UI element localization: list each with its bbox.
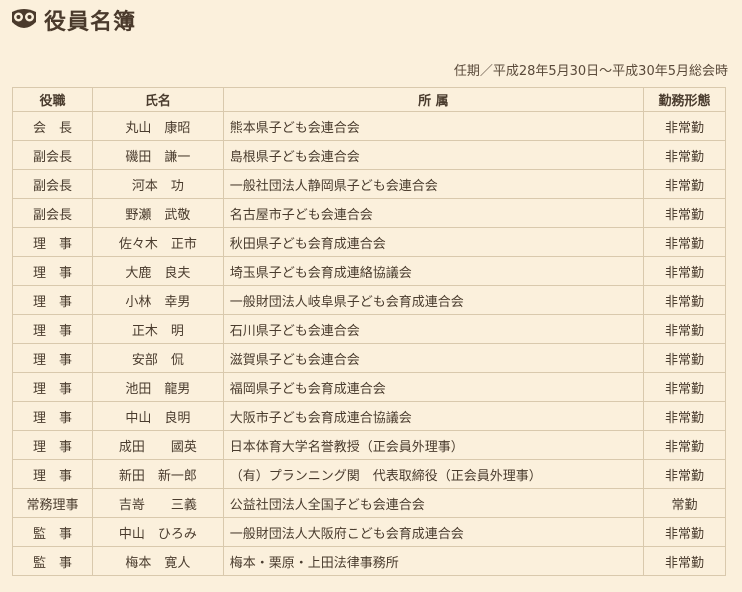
work-type-cell: 非常勤 bbox=[643, 401, 726, 431]
name-cell: 中山 良明 bbox=[91, 401, 224, 431]
table-row: 監 事中山 ひろみ 一般財団法人大阪府こども会育成連合会 非常勤 bbox=[12, 517, 726, 547]
name-cell: 小林 幸男 bbox=[91, 285, 224, 315]
affiliation-cell: 名古屋市子ども会連合会 bbox=[222, 198, 645, 228]
table-row: 理 事成田 國英 日本体育大学名誉教授（正会員外理事） 非常勤 bbox=[12, 430, 726, 460]
role-cell: 副会長 bbox=[12, 198, 93, 228]
affiliation-cell: 一般財団法人大阪府こども会育成連合会 bbox=[222, 517, 645, 547]
role-cell: 理 事 bbox=[12, 459, 93, 489]
affiliation-cell: 秋田県子ども会育成連合会 bbox=[222, 227, 645, 257]
table-row: 理 事小林 幸男 一般財団法人岐阜県子ども会育成連合会 非常勤 bbox=[12, 285, 726, 315]
role-cell: 理 事 bbox=[12, 343, 93, 373]
name-cell: 正木 明 bbox=[91, 314, 224, 344]
officers-table: 役職 氏名 所 属 勤務形態 会 長丸山 康昭 熊本県子ども会連合会 非常勤 副会長磯… bbox=[12, 87, 726, 576]
work-type-cell: 非常勤 bbox=[643, 459, 726, 489]
role-cell: 会 長 bbox=[12, 111, 93, 141]
header-name: 氏名 bbox=[91, 87, 224, 112]
table-row: 常務理事 吉嵜 三義 公益社団法人全国子ども会連合会 常勤 bbox=[12, 488, 726, 518]
work-type-cell: 非常勤 bbox=[643, 140, 726, 170]
role-cell: 監 事 bbox=[12, 546, 93, 576]
role-cell: 理 事 bbox=[12, 314, 93, 344]
table-row: 理 事正木 明石川県子ども会連合会 非常勤 bbox=[12, 314, 726, 344]
affiliation-cell: （有）プランニング関 代表取締役（正会員外理事） bbox=[222, 459, 645, 489]
role-cell: 理 事 bbox=[12, 430, 93, 460]
affiliation-cell: 熊本県子ども会連合会 bbox=[222, 111, 645, 141]
name-cell: 池田 龍男 bbox=[91, 372, 224, 402]
name-cell: 成田 國英 bbox=[91, 430, 224, 460]
name-cell: 野瀬 武敬 bbox=[91, 198, 224, 228]
affiliation-cell: 大阪市子ども会育成連合協議会 bbox=[222, 401, 645, 431]
role-cell: 理 事 bbox=[12, 227, 93, 257]
work-type-cell: 非常勤 bbox=[643, 111, 726, 141]
table-row: 理 事池田 龍男 福岡県子ども会育成連合会 非常勤 bbox=[12, 372, 726, 402]
affiliation-cell: 埼玉県子ども会育成連絡協議会 bbox=[222, 256, 645, 286]
work-type-cell: 非常勤 bbox=[643, 517, 726, 547]
table-row: 理 事大鹿 良夫 埼玉県子ども会育成連絡協議会 非常勤 bbox=[12, 256, 726, 286]
term-text: 任期／平成28年5月30日～平成30年5月総会時 bbox=[453, 64, 728, 79]
work-type-cell: 非常勤 bbox=[643, 546, 726, 576]
name-cell: 安部 侃 bbox=[91, 343, 224, 373]
table-row: 副会長 河本 功一般社団法人静岡県子ども会連合会 非常勤 bbox=[12, 169, 726, 199]
table-row: 副会長 磯田 謙一 島根県子ども会連合会 非常勤 bbox=[12, 140, 726, 170]
work-type-cell: 非常勤 bbox=[643, 227, 726, 257]
affiliation-cell: 日本体育大学名誉教授（正会員外理事） bbox=[222, 430, 645, 460]
table-row: 理 事安部 侃滋賀県子ども会連合会 非常勤 bbox=[12, 343, 726, 373]
name-cell: 磯田 謙一 bbox=[91, 140, 224, 170]
role-cell: 理 事 bbox=[12, 256, 93, 286]
role-cell: 理 事 bbox=[12, 285, 93, 315]
work-type-cell: 非常勤 bbox=[643, 430, 726, 460]
affiliation-cell: 福岡県子ども会育成連合会 bbox=[222, 372, 645, 402]
role-cell: 理 事 bbox=[12, 401, 93, 431]
table-row: 理 事新田 新一郎 （有）プランニング関 代表取締役（正会員外理事） 非常勤 bbox=[12, 459, 726, 489]
affiliation-cell: 島根県子ども会連合会 bbox=[222, 140, 645, 170]
role-cell: 副会長 bbox=[12, 169, 93, 199]
work-type-cell: 非常勤 bbox=[643, 343, 726, 373]
affiliation-cell: 滋賀県子ども会連合会 bbox=[222, 343, 645, 373]
header-work-type: 勤務形態 bbox=[643, 87, 726, 112]
role-cell: 常務理事 bbox=[12, 488, 93, 518]
table-row: 会 長丸山 康昭 熊本県子ども会連合会 非常勤 bbox=[12, 111, 726, 141]
work-type-cell: 常勤 bbox=[643, 488, 726, 518]
name-cell: 新田 新一郎 bbox=[91, 459, 224, 489]
work-type-cell: 非常勤 bbox=[643, 372, 726, 402]
work-type-cell: 非常勤 bbox=[643, 198, 726, 228]
name-cell: 梅本 寛人 bbox=[91, 546, 224, 576]
role-cell: 副会長 bbox=[12, 140, 93, 170]
name-cell: 大鹿 良夫 bbox=[91, 256, 224, 286]
table-row: 副会長 野瀬 武敬 名古屋市子ども会連合会 非常勤 bbox=[12, 198, 726, 228]
page-title: 役員名簿 bbox=[44, 10, 137, 35]
name-cell: 河本 功 bbox=[91, 169, 224, 199]
work-type-cell: 非常勤 bbox=[643, 169, 726, 199]
table-row: 理 事佐々木 正市 秋田県子ども会育成連合会 非常勤 bbox=[12, 227, 726, 257]
work-type-cell: 非常勤 bbox=[643, 285, 726, 315]
affiliation-cell: 石川県子ども会連合会 bbox=[222, 314, 645, 344]
role-cell: 監 事 bbox=[12, 517, 93, 547]
name-cell: 中山 ひろみ bbox=[91, 517, 224, 547]
affiliation-cell: 梅本・栗原・上田法律事務所 bbox=[222, 546, 645, 576]
name-cell: 丸山 康昭 bbox=[91, 111, 224, 141]
affiliation-cell: 一般社団法人静岡県子ども会連合会 bbox=[222, 169, 645, 199]
work-type-cell: 非常勤 bbox=[643, 256, 726, 286]
affiliation-cell: 公益社団法人全国子ども会連合会 bbox=[222, 488, 645, 518]
name-cell: 佐々木 正市 bbox=[91, 227, 224, 257]
table-header-row: 役職 氏名 所 属 勤務形態 bbox=[12, 87, 726, 112]
affiliation-cell: 一般財団法人岐阜県子ども会育成連合会 bbox=[222, 285, 645, 315]
header-affiliation: 所 属 bbox=[222, 87, 645, 112]
work-type-cell: 非常勤 bbox=[643, 314, 726, 344]
table-row: 監 事梅本 寛人 梅本・栗原・上田法律事務所 非常勤 bbox=[12, 546, 726, 576]
owl-icon bbox=[12, 9, 36, 28]
page-header: 役員名簿 bbox=[10, 4, 136, 36]
table-row: 理 事中山 良明 大阪市子ども会育成連合協議会 非常勤 bbox=[12, 401, 726, 431]
name-cell: 吉嵜 三義 bbox=[91, 488, 224, 518]
header-role: 役職 bbox=[12, 87, 93, 112]
role-cell: 理 事 bbox=[12, 372, 93, 402]
